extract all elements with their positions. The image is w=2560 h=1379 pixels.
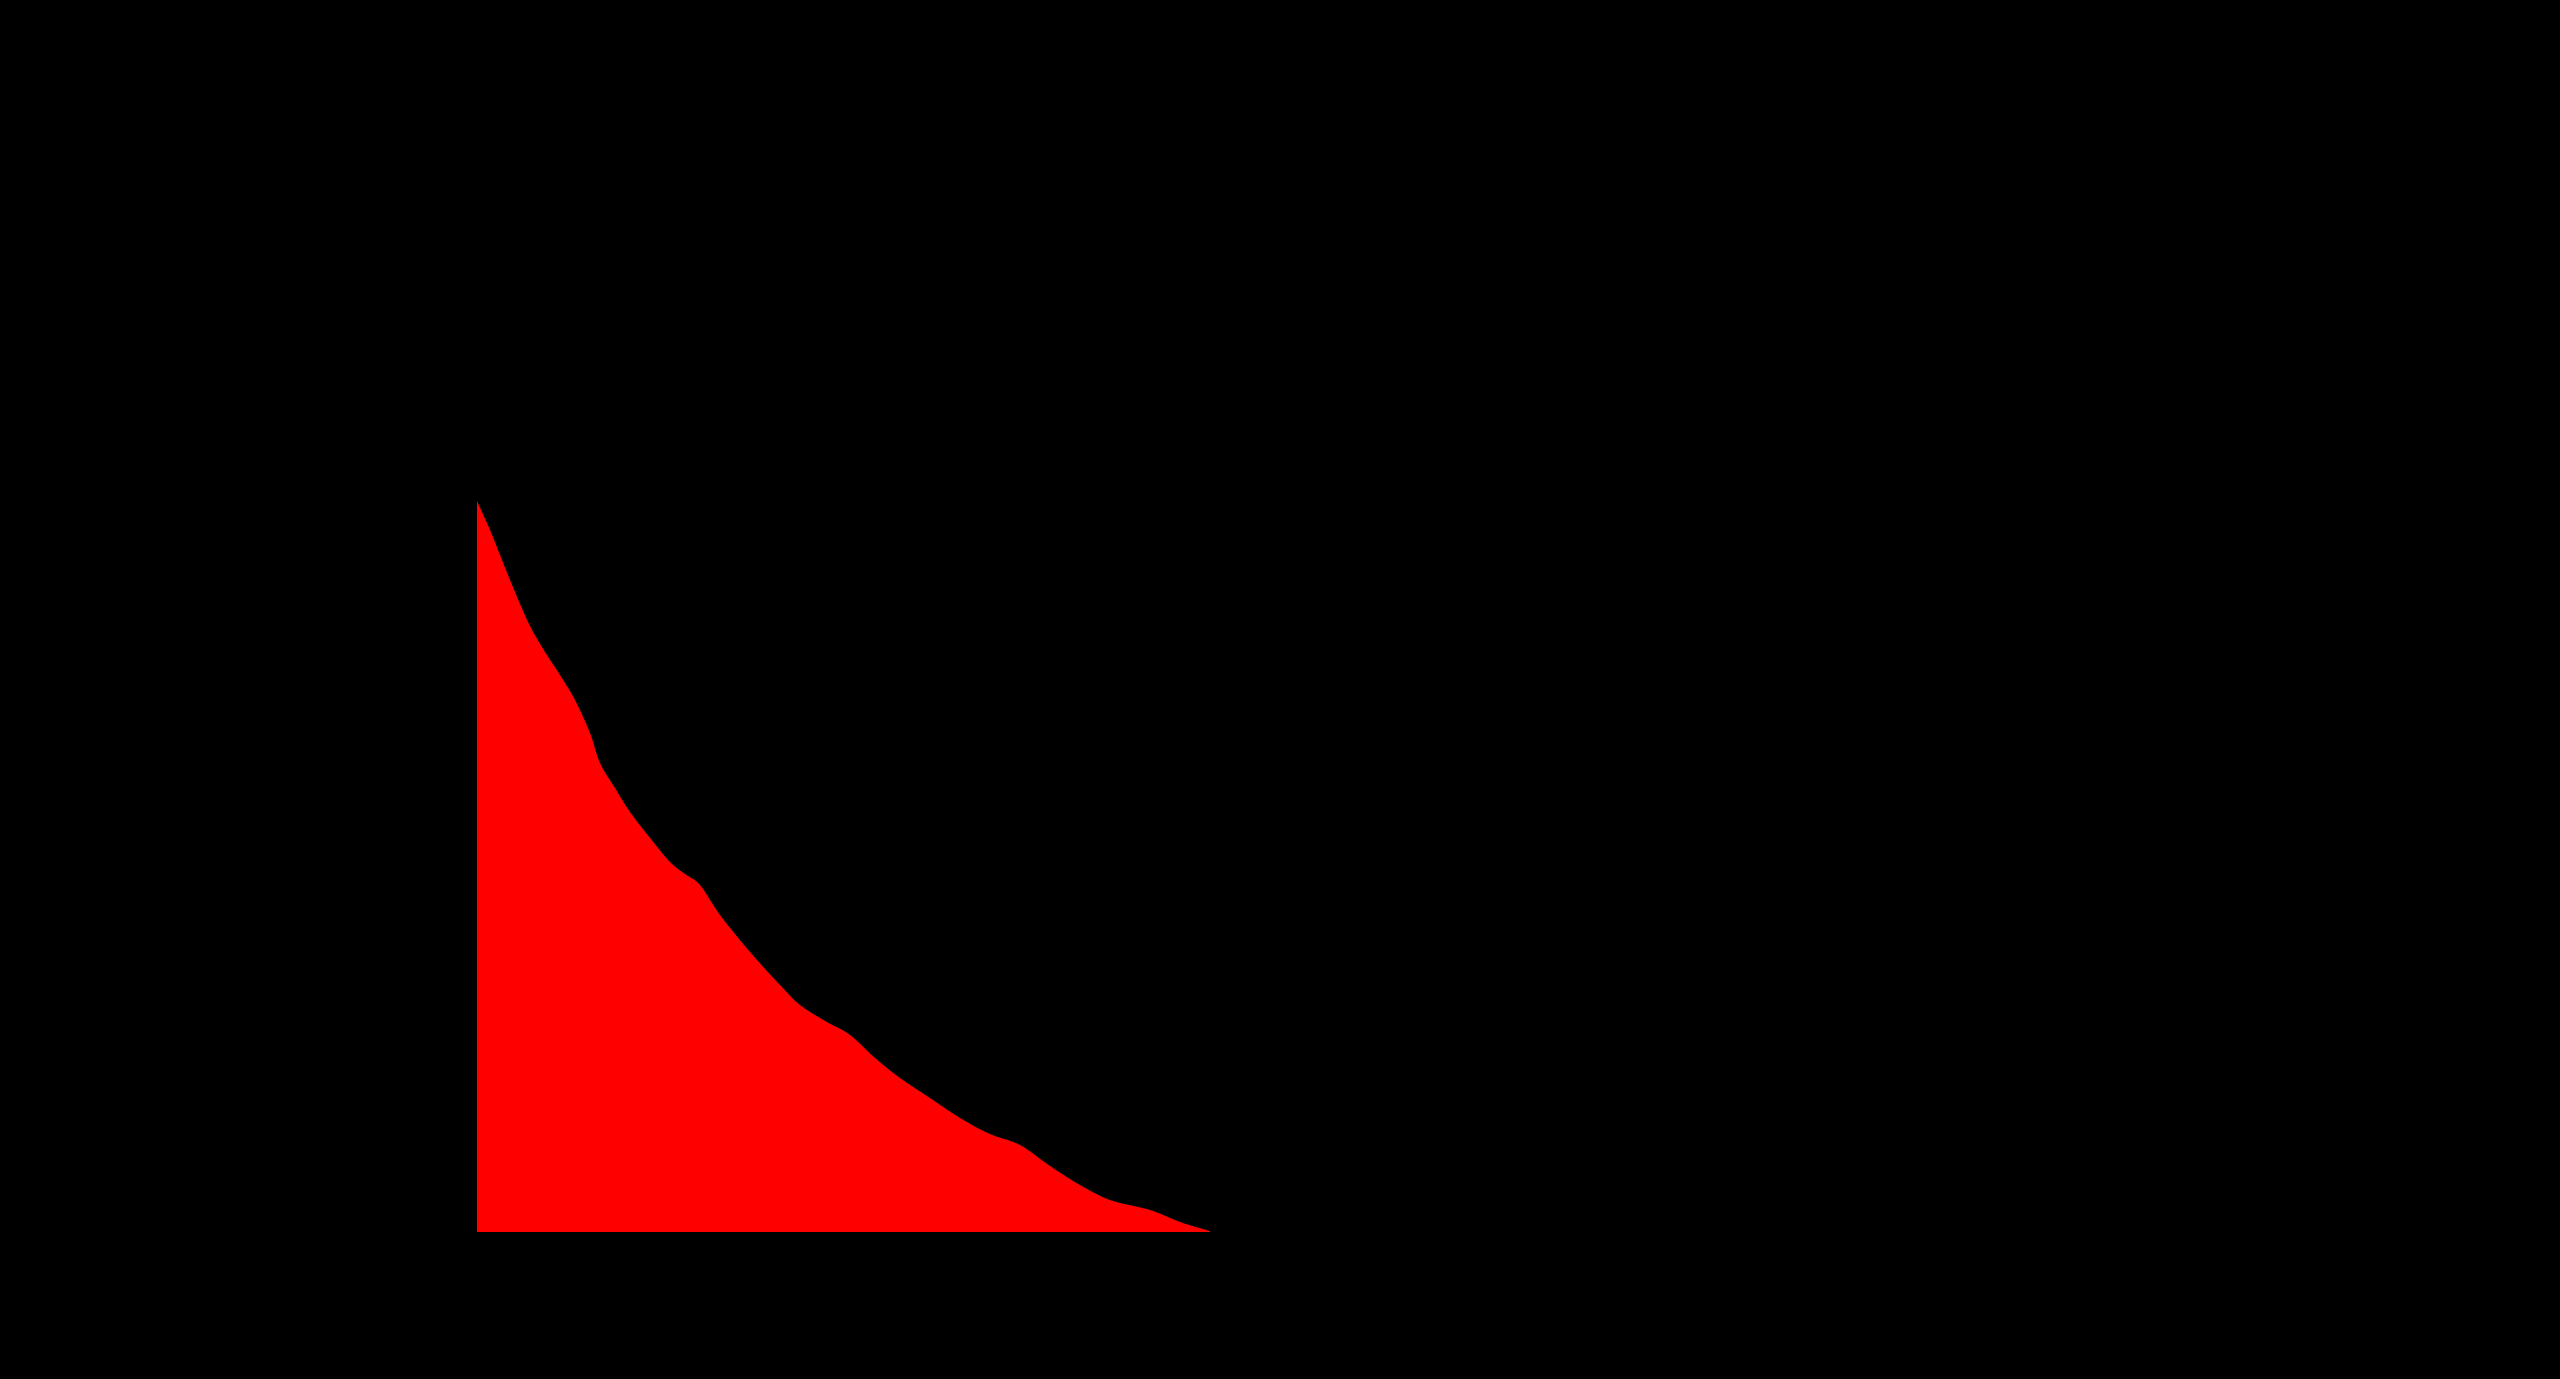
plot-area [477,501,1210,1232]
decay-curve-area-fill [477,501,1210,1232]
